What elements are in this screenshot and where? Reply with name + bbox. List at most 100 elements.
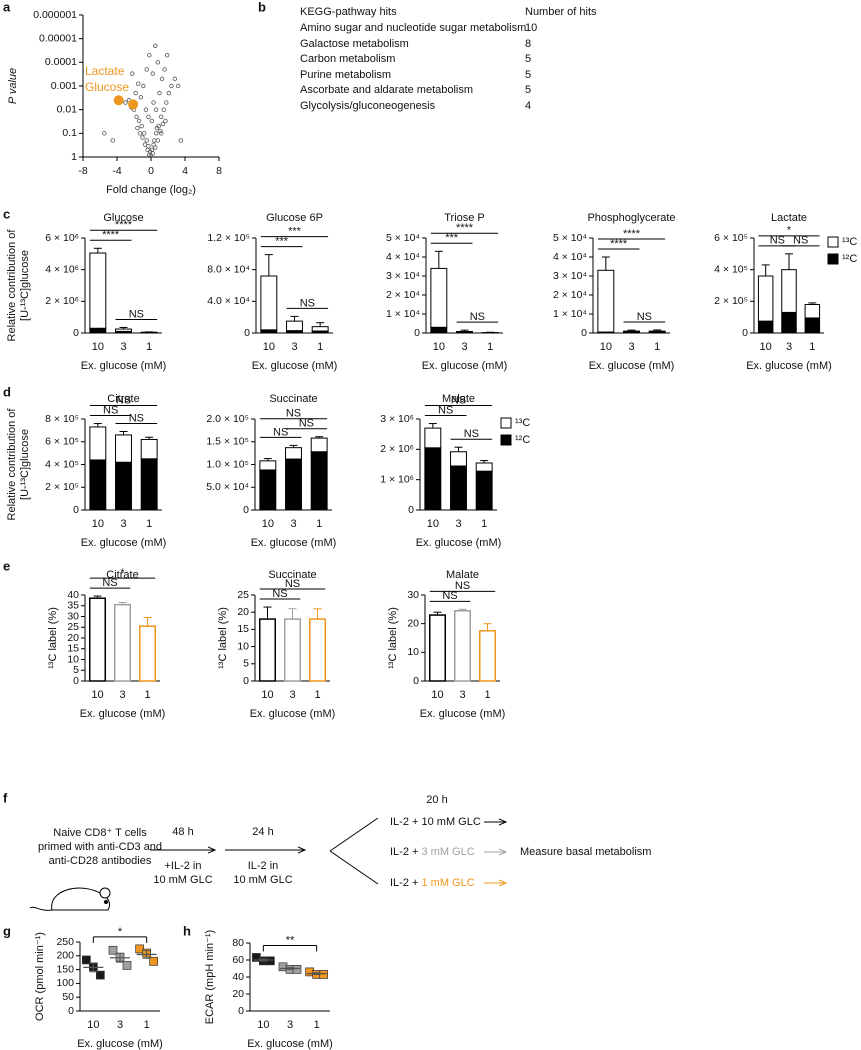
bar-segment bbox=[259, 460, 277, 471]
point bbox=[146, 114, 151, 119]
y-tick-label: 100 bbox=[56, 977, 74, 989]
table-cell: Carbon metabolism bbox=[300, 53, 395, 65]
mouse-icon bbox=[29, 887, 111, 911]
y-tick-label: 0 bbox=[243, 675, 249, 687]
y-tick-label: 2 × 10⁶ bbox=[45, 295, 79, 307]
x-tick-label: 4 bbox=[182, 165, 188, 177]
point bbox=[152, 138, 157, 143]
point bbox=[136, 118, 142, 124]
branch-text: IL-2 + 1 mM GLC bbox=[390, 877, 475, 889]
point bbox=[130, 71, 135, 76]
chart-title: Malate bbox=[442, 393, 475, 405]
bar-segment bbox=[623, 330, 640, 333]
diagram-text: primed with anti-CD3 and bbox=[38, 841, 162, 853]
y-tick-label: 5 bbox=[243, 658, 249, 670]
significance-label: NS bbox=[299, 418, 314, 430]
y-tick-label: 150 bbox=[56, 963, 74, 975]
x-axis-label: Ex. glucose (mM) bbox=[250, 708, 336, 720]
point bbox=[139, 124, 144, 129]
y-tick-label: 30 bbox=[67, 610, 79, 622]
x-tick-label: 3 bbox=[120, 518, 126, 530]
diagram-text: anti-CD28 antibodies bbox=[49, 855, 152, 867]
point bbox=[164, 53, 170, 58]
branch-prefix: IL-2 + bbox=[390, 877, 422, 889]
x-tick-label: 3 bbox=[120, 341, 126, 353]
table-cell: 5 bbox=[525, 69, 531, 81]
x-tick-label: 10 bbox=[87, 1019, 99, 1031]
table-cell: Glycolysis/gluconeogenesis bbox=[300, 100, 436, 112]
point bbox=[147, 149, 153, 154]
x-tick-label: -8 bbox=[78, 165, 87, 177]
table-cell: 4 bbox=[525, 100, 531, 112]
point bbox=[178, 138, 183, 143]
point bbox=[166, 90, 172, 96]
y-tick-label: 30 bbox=[407, 589, 419, 601]
bar bbox=[479, 630, 496, 682]
bar-segment bbox=[89, 252, 107, 329]
y-tick-label: 200 bbox=[56, 950, 74, 962]
point bbox=[141, 131, 147, 136]
x-tick-label: 10 bbox=[92, 341, 104, 353]
bar-segment bbox=[804, 317, 821, 334]
y-tick-label: 1 × 10⁶ bbox=[380, 473, 414, 485]
point bbox=[153, 43, 158, 48]
point bbox=[162, 67, 167, 72]
point bbox=[172, 76, 177, 82]
significance-label: **** bbox=[115, 219, 133, 231]
point bbox=[175, 83, 181, 89]
diagram-text: 10 mM GLC bbox=[233, 874, 292, 886]
bar-segment bbox=[89, 459, 107, 511]
y-tick-label: 5 × 10⁴ bbox=[386, 232, 420, 244]
point bbox=[141, 83, 146, 89]
y-tick-label: 20 bbox=[232, 988, 244, 1000]
y-axis-label: Relative contribution of bbox=[6, 229, 18, 342]
highlight-label: Glucose bbox=[85, 80, 129, 94]
point bbox=[292, 964, 302, 974]
y-tick-label: 0.000001 bbox=[33, 9, 77, 21]
bar-segment bbox=[757, 320, 774, 334]
panel-label: f bbox=[3, 790, 8, 805]
bar-segment bbox=[424, 427, 442, 449]
y-axis-label: ECAR (mpH min⁻¹) bbox=[204, 930, 216, 1024]
y-axis-label: ¹³C label (%) bbox=[47, 607, 59, 669]
y-tick-label: 10 bbox=[407, 646, 419, 658]
x-tick-label: 3 bbox=[461, 341, 467, 353]
y-tick-label: 0 bbox=[742, 327, 748, 339]
branch-text: IL-2 + 3 mM GLC bbox=[390, 846, 475, 858]
y-axis-label: ¹³C label (%) bbox=[217, 607, 229, 669]
bar-segment bbox=[115, 434, 132, 463]
panel-labels: a b c d e f g h bbox=[3, 0, 266, 938]
x-tick-label: 1 bbox=[654, 341, 660, 353]
bar-segment bbox=[430, 267, 448, 328]
y-tick-label: 4 × 10⁶ bbox=[45, 263, 79, 275]
y-tick-label: 4 × 10⁴ bbox=[553, 251, 587, 263]
diagram-text: 24 h bbox=[252, 826, 273, 838]
y-tick-label: 2 × 10⁵ bbox=[45, 481, 79, 493]
chart-title: Lactate bbox=[771, 212, 807, 224]
significance-label: NS bbox=[286, 408, 301, 420]
x-axis-label: Ex. glucose (mM) bbox=[416, 537, 502, 549]
x-tick-label: 1 bbox=[144, 689, 150, 701]
y-tick-label: 1.5 × 10⁵ bbox=[206, 436, 249, 448]
legend-swatch bbox=[500, 434, 512, 446]
significance-label: * bbox=[787, 225, 792, 237]
y-tick-label: 3 × 10⁶ bbox=[380, 413, 414, 425]
y-tick-label: 25 bbox=[67, 621, 79, 633]
point bbox=[161, 107, 166, 112]
x-tick-label: 10 bbox=[760, 341, 772, 353]
branch-glc: 1 mM GLC bbox=[422, 877, 475, 889]
chart-title: Phosphoglycerate bbox=[587, 212, 675, 224]
y-tick-label: 0.0001 bbox=[45, 56, 77, 68]
y-tick-label: 1 × 10⁴ bbox=[553, 308, 587, 320]
significance-label: NS bbox=[470, 311, 485, 323]
y-tick-label: 40 bbox=[67, 589, 79, 601]
y-tick-label: 20 bbox=[407, 617, 419, 629]
y-tick-label: 0 bbox=[408, 504, 414, 516]
table-cell: 5 bbox=[525, 84, 531, 96]
kegg-table: KEGG-pathway hits Number of hits Amino s… bbox=[300, 6, 597, 112]
x-axis-label: Ex. glucose (mM) bbox=[746, 360, 832, 372]
x-axis-label: Ex. glucose (mM) bbox=[81, 360, 167, 372]
bar-segment bbox=[475, 462, 493, 472]
bar-segment bbox=[804, 304, 821, 319]
